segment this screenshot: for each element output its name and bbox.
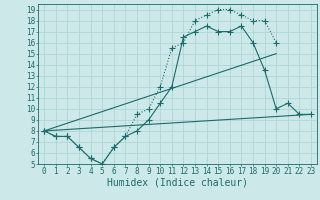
X-axis label: Humidex (Indice chaleur): Humidex (Indice chaleur) [107,178,248,188]
